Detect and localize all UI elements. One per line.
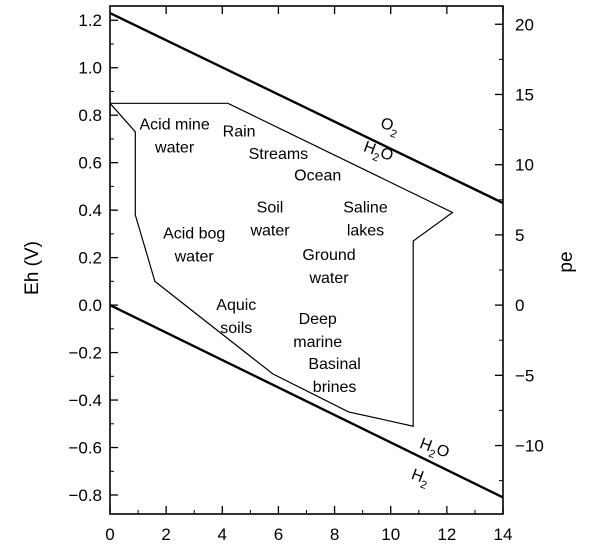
x-tick-label: 8 bbox=[330, 525, 339, 544]
species-symbol: H bbox=[409, 466, 426, 486]
environment-label-line: Acid bog bbox=[163, 226, 225, 243]
environment-label: Aquic soils bbox=[216, 297, 256, 337]
environment-label-line: Basinal bbox=[308, 356, 360, 373]
environment-label-line: Soil bbox=[257, 200, 284, 217]
environment-label-line: Rain bbox=[223, 124, 256, 141]
environment-label: Rain bbox=[223, 124, 256, 141]
environment-label-line: Aquic bbox=[216, 297, 256, 314]
environment-label-line: lakes bbox=[347, 223, 384, 240]
environment-label-line: brines bbox=[313, 379, 357, 396]
species-tail: O bbox=[434, 441, 452, 461]
chart-labels: 0 2 4 6 8 10 12 14 −0.8 −0.6 −0.4 −0.2 0.0 0.2 0.4 0.6 0… bbox=[68, 11, 543, 544]
environment-label-line: Ground bbox=[302, 247, 355, 264]
natural-environments-boundary bbox=[109, 102, 454, 427]
environment-label-line: water bbox=[174, 249, 215, 266]
lower-stability-line-label: H2O bbox=[416, 435, 452, 465]
environment-label-line: water bbox=[308, 270, 349, 287]
environment-label-line: marine bbox=[293, 334, 342, 351]
y-right-tick-label: 20 bbox=[515, 15, 534, 34]
x-tick-label: 0 bbox=[105, 525, 114, 544]
y-left-tick-label: 0.2 bbox=[78, 249, 102, 268]
x-tick-label: 12 bbox=[437, 525, 456, 544]
y-axis-title-right: pe bbox=[556, 251, 577, 272]
environment-label: Basinal brines bbox=[308, 356, 360, 396]
environment-label: Ocean bbox=[294, 167, 341, 184]
y-axis-title-left: Eh (V) bbox=[22, 241, 43, 295]
species-symbol: H bbox=[361, 139, 378, 159]
environment-label-line: Acid mine bbox=[139, 116, 209, 133]
y-right-tick-label: 5 bbox=[515, 226, 524, 245]
environment-label-line: Saline bbox=[343, 200, 388, 217]
y-left-tick-label: 1.2 bbox=[78, 11, 102, 30]
environment-label-line: water bbox=[154, 139, 195, 156]
environment-label-line: Ocean bbox=[294, 167, 341, 184]
y-right-tick-label: 15 bbox=[515, 85, 534, 104]
environment-label-line: soils bbox=[220, 320, 252, 337]
environment-label: Saline lakes bbox=[343, 200, 388, 240]
x-tick-label: 10 bbox=[381, 525, 400, 544]
species-symbol: O bbox=[378, 115, 396, 135]
environment-label-line: Deep bbox=[299, 311, 337, 328]
y-left-tick-label: 0.6 bbox=[78, 154, 102, 173]
upper-stability-line-label: O2 bbox=[377, 115, 402, 141]
lower-stability-line-label: H2 bbox=[408, 466, 432, 492]
x-tick-label: 6 bbox=[274, 525, 283, 544]
species-symbol: H bbox=[417, 435, 434, 455]
y-left-tick-label: 0.0 bbox=[78, 296, 102, 315]
species-subscript: 2 bbox=[427, 448, 437, 461]
environment-label: Ground water bbox=[302, 247, 355, 287]
chart-lines bbox=[109, 12, 504, 499]
y-left-tick-label: −0.4 bbox=[68, 391, 102, 410]
environment-label: Acid mine water bbox=[139, 116, 209, 156]
y-left-tick-label: 1.0 bbox=[78, 59, 102, 78]
x-tick-label: 4 bbox=[218, 525, 227, 544]
y-right-tick-label: 0 bbox=[515, 296, 524, 315]
environment-label: Streams bbox=[249, 146, 309, 163]
species-tail: O bbox=[378, 145, 396, 165]
environment-label-line: Streams bbox=[249, 146, 309, 163]
environment-label: Soil water bbox=[249, 200, 290, 240]
y-left-tick-label: 0.4 bbox=[78, 201, 102, 220]
y-left-tick-label: −0.6 bbox=[68, 439, 102, 458]
upper-stability-line-label: H2O bbox=[360, 139, 396, 169]
axis-ticks bbox=[109, 6, 504, 514]
x-tick-label: 14 bbox=[494, 525, 513, 544]
y-left-tick-label: −0.8 bbox=[68, 486, 102, 505]
upper-stability-line bbox=[109, 12, 504, 205]
y-right-tick-label: 10 bbox=[515, 156, 534, 175]
y-right-tick-label: −10 bbox=[515, 437, 544, 456]
species-subscript: 2 bbox=[371, 151, 381, 164]
lower-stability-line bbox=[109, 304, 504, 499]
y-right-tick-label: −5 bbox=[515, 366, 534, 385]
species-subscript: 2 bbox=[388, 128, 398, 141]
y-left-tick-label: 0.8 bbox=[78, 106, 102, 125]
x-tick-label: 2 bbox=[161, 525, 170, 544]
y-left-tick-label: −0.2 bbox=[68, 344, 102, 363]
environment-label: Deep marine bbox=[293, 311, 342, 351]
environment-label: Acid bog water bbox=[163, 226, 225, 266]
species-subscript: 2 bbox=[418, 479, 428, 492]
environment-label-line: water bbox=[249, 223, 290, 240]
